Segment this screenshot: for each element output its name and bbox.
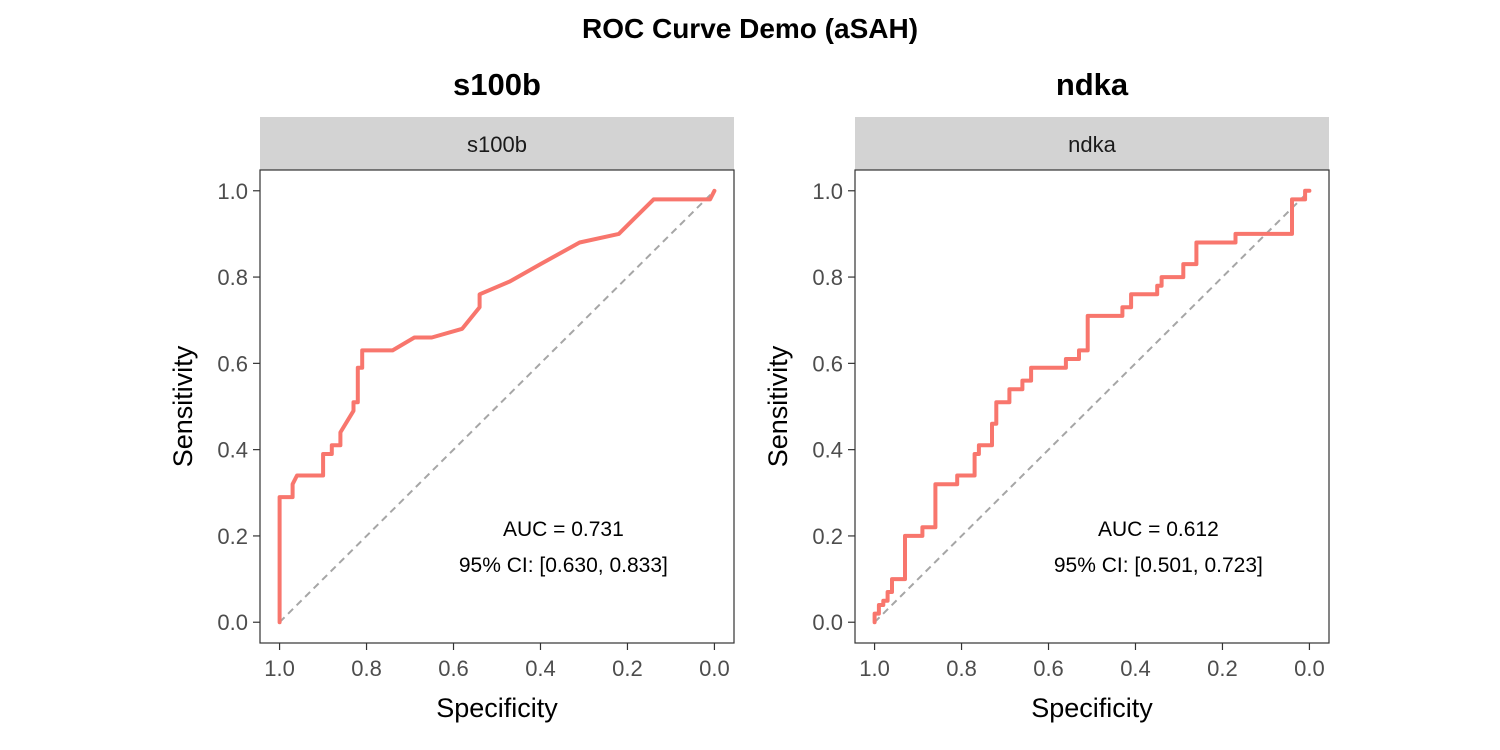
- y-tick-label: 0.8: [217, 265, 248, 290]
- panel-border: [854, 169, 1330, 644]
- x-tick-label: 1.0: [264, 656, 295, 681]
- facet-strip: [260, 117, 734, 170]
- roc-panel-ndka: ndka ndka 1.0 0.8 0.6 0.4 0.2 0.0 0.0 0.2 0.4 0.6 0.…: [763, 67, 1330, 723]
- x-tick-label: 0.4: [525, 656, 556, 681]
- x-tick-label: 0.8: [946, 656, 977, 681]
- roc-curve-line: [872, 188, 1312, 625]
- x-tick-label: 0.0: [1294, 656, 1325, 681]
- reference-diagonal: [873, 190, 1311, 623]
- x-tick-label: 0.4: [1120, 656, 1151, 681]
- y-tick-label: 0.0: [217, 610, 248, 635]
- y-tick-label: 0.4: [217, 438, 248, 463]
- x-tick-label: 0.6: [1033, 656, 1064, 681]
- roc-panel-s100b: s100b s100b 1.0 0.8 0.6 0.4 0.2 0.0 0.0 0.2 0.4 0.6…: [168, 67, 735, 723]
- y-tick-label: 0.2: [217, 524, 248, 549]
- facet-strip: [855, 117, 1329, 170]
- x-axis-title: Specificity: [436, 693, 558, 723]
- panel-title: ndka: [1056, 67, 1129, 102]
- y-axis-title: Sensitivity: [168, 345, 198, 467]
- figure-title: ROC Curve Demo (aSAH): [582, 13, 918, 44]
- facet-strip-label: ndka: [1068, 132, 1116, 157]
- y-tick-label: 0.4: [812, 438, 843, 463]
- y-tick-label: 1.0: [812, 179, 843, 204]
- x-tick-label: 1.0: [859, 656, 890, 681]
- panel-title: s100b: [453, 67, 541, 102]
- x-tick-label: 0.0: [699, 656, 730, 681]
- x-tick-label: 0.6: [438, 656, 469, 681]
- y-tick-label: 1.0: [217, 179, 248, 204]
- reference-diagonal: [278, 190, 716, 623]
- auc-label: AUC = 0.731: [503, 518, 624, 541]
- y-tick-label: 0.8: [812, 265, 843, 290]
- auc-label: AUC = 0.612: [1098, 518, 1219, 541]
- facet-strip-label: s100b: [467, 132, 527, 157]
- panel-border: [259, 169, 735, 644]
- roc-curve-line: [277, 188, 717, 625]
- ci-label: 95% CI: [0.630, 0.833]: [459, 554, 668, 577]
- x-tick-label: 0.2: [612, 656, 643, 681]
- y-tick-label: 0.6: [217, 351, 248, 376]
- y-tick-label: 0.2: [812, 524, 843, 549]
- y-axis-title: Sensitivity: [763, 345, 793, 467]
- y-tick-label: 0.0: [812, 610, 843, 635]
- ci-label: 95% CI: [0.501, 0.723]: [1054, 554, 1263, 577]
- x-axis-title: Specificity: [1031, 693, 1153, 723]
- x-tick-label: 0.8: [351, 656, 382, 681]
- y-tick-label: 0.6: [812, 351, 843, 376]
- x-tick-label: 0.2: [1207, 656, 1238, 681]
